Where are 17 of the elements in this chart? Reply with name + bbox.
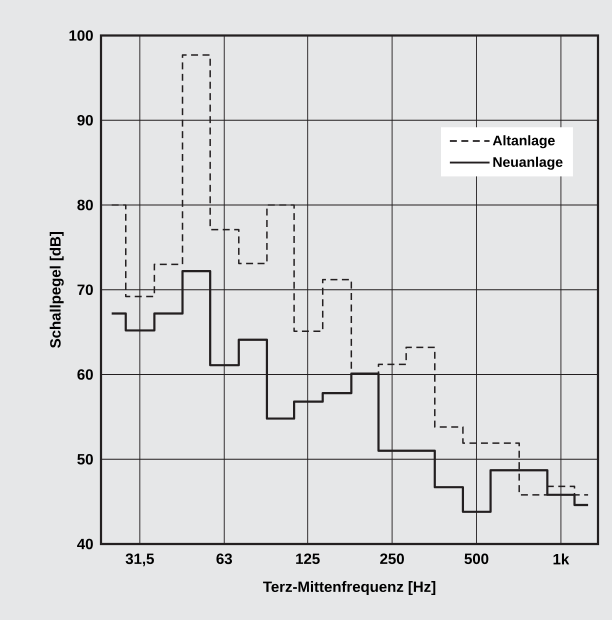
legend-label: Neuanlage	[493, 156, 563, 170]
y-tick-label: 100	[70, 30, 93, 41]
y-tick-label: 40	[77, 538, 93, 550]
y-tick-label: 60	[77, 369, 93, 380]
x-tick-label: 63	[216, 553, 232, 564]
y-tick-label: 50	[77, 454, 93, 465]
x-tick-label: 31,5	[126, 553, 154, 566]
x-tick-label: 1k	[554, 553, 570, 564]
legend-label: Altanlage	[492, 135, 555, 148]
x-axis-title: Terz-Mittenfrequenz [Hz]	[263, 581, 436, 595]
y-tick-label: 70	[78, 284, 93, 296]
x-tick-label: 250	[380, 553, 404, 564]
y-tick-label: 90	[77, 114, 93, 126]
x-tick-label: 500	[464, 553, 488, 564]
y-tick-label: 80	[77, 200, 93, 210]
y-axis-title: Schallpegel [dB]	[50, 232, 64, 348]
x-tick-label: 125	[296, 553, 320, 564]
